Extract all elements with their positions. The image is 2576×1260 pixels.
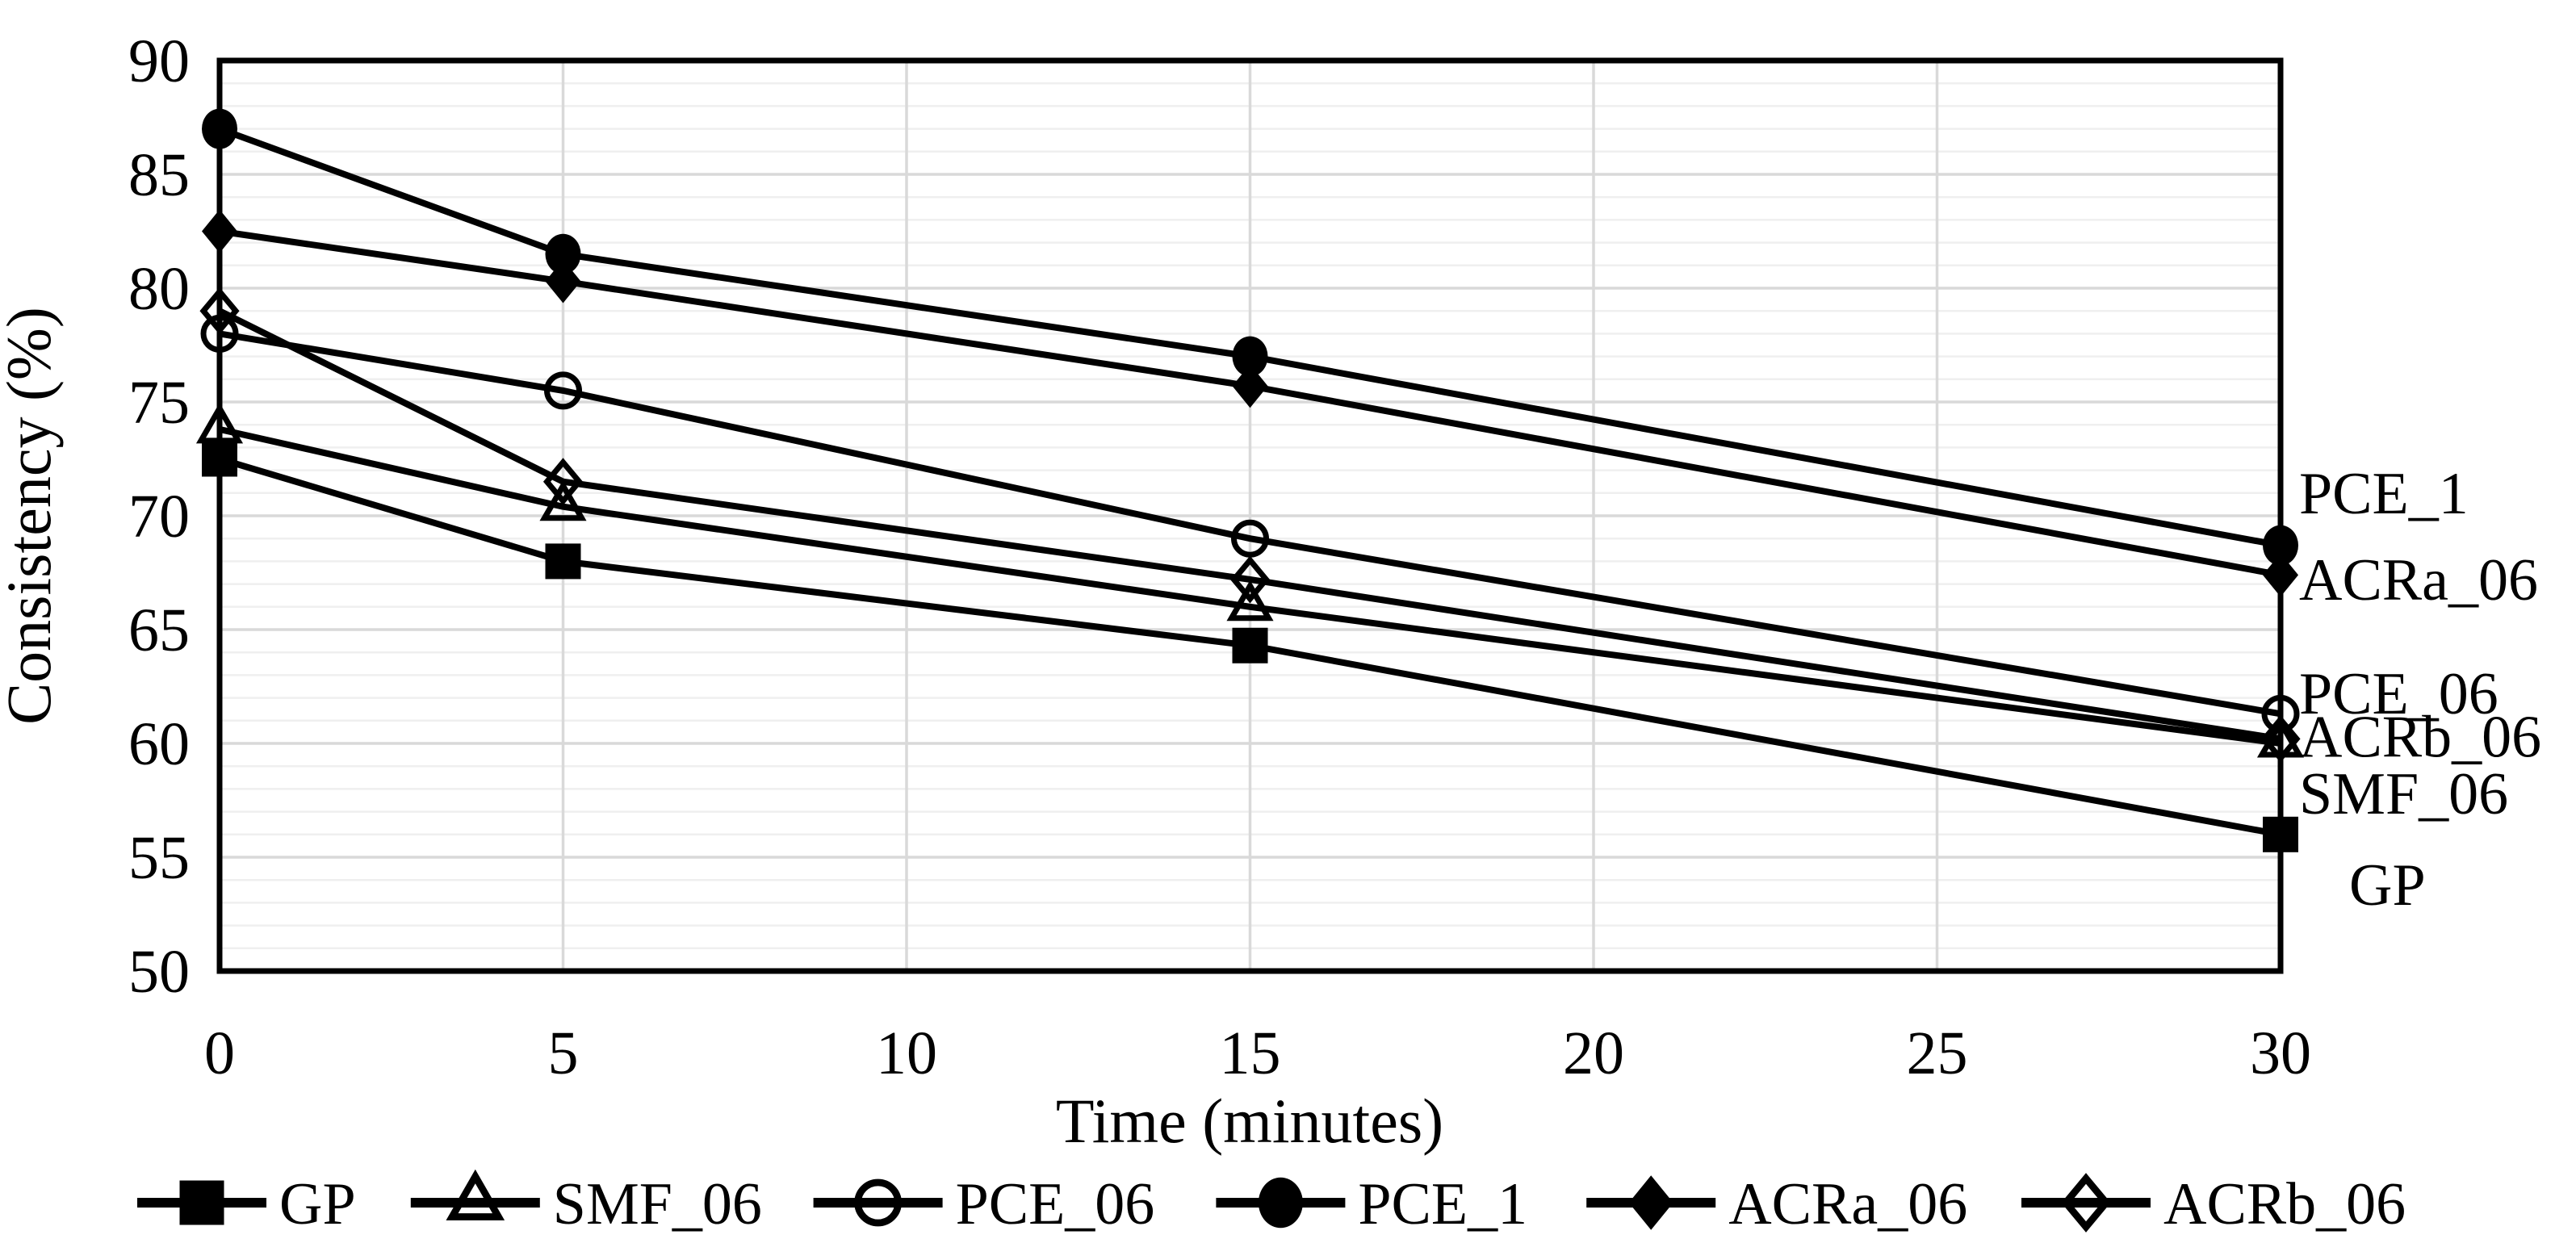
end-label-PCE_06: PCE_06: [2299, 661, 2499, 727]
series-line-PCE_06: [219, 330, 2281, 718]
legend-label: PCE_06: [956, 1171, 1155, 1237]
end-label-GP: GP: [2349, 852, 2426, 919]
series-ACRa_06: [202, 209, 2298, 597]
legend-item-GP: GP: [137, 1171, 356, 1237]
series-line-ACRa_06: [219, 228, 2281, 579]
series-line-GP: [218, 455, 2281, 838]
legend-item-ACRa_06: ACRa_06: [1586, 1171, 1967, 1237]
legend-label: PCE_1: [1358, 1171, 1527, 1237]
marker-open-diamond: [1229, 555, 1271, 604]
legend-item-PCE_06: PCE_06: [813, 1171, 1155, 1237]
marker-filled-circle: [1258, 1177, 1303, 1229]
marker-filled-diamond: [545, 259, 581, 303]
x-tick-label: 20: [1563, 1019, 1624, 1087]
marker-open-diamond: [2260, 714, 2301, 763]
marker-filled-circle: [545, 233, 581, 274]
x-tick-label: 5: [548, 1019, 579, 1087]
legend-label: ACRb_06: [2163, 1171, 2406, 1237]
marker-filled-circle: [2263, 525, 2298, 566]
x-tick-label: 25: [1907, 1019, 1968, 1087]
series-ACRb_06: [199, 287, 2301, 763]
y-tick-label: 85: [128, 141, 190, 209]
marker-filled-square: [202, 441, 237, 477]
marker-filled-circle: [202, 108, 237, 149]
marker-filled-square: [2263, 816, 2298, 852]
series-PCE_06: [200, 314, 2300, 733]
x-tick-label: 15: [1220, 1019, 1281, 1087]
y-tick-label: 75: [128, 369, 190, 437]
marker-open-circle: [200, 314, 239, 353]
marker-filled-square: [179, 1180, 224, 1225]
marker-open-diamond: [2061, 1173, 2111, 1233]
series-line-SMF_06: [219, 425, 2281, 747]
x-tick-label: 30: [2250, 1019, 2311, 1087]
marker-open-circle: [1231, 519, 1269, 558]
legend-item-SMF_06: SMF_06: [410, 1169, 762, 1237]
marker-open-diamond: [199, 287, 240, 335]
series-line-PCE_1: [218, 125, 2281, 549]
marker-filled-circle: [1232, 336, 1268, 377]
end-label-SMF_06: SMF_06: [2299, 761, 2508, 827]
marker-open-triangle: [446, 1169, 505, 1220]
x-axis-title: Time (minutes): [1056, 1086, 1443, 1156]
data-series: [195, 108, 2305, 852]
plot-border: [216, 57, 2284, 974]
series-line-ACRb_06: [218, 308, 2281, 743]
x-tick-label: 10: [876, 1019, 937, 1087]
legend-item-ACRb_06: ACRb_06: [2021, 1171, 2406, 1237]
marker-filled-diamond: [2263, 553, 2298, 597]
marker-open-circle: [854, 1178, 902, 1227]
marker-filled-square: [545, 543, 581, 580]
series-PCE_1: [202, 108, 2298, 566]
legend-marker: [446, 1169, 505, 1220]
series-GP: [202, 441, 2298, 852]
y-tick-label: 50: [128, 938, 190, 1006]
legend-label: GP: [279, 1171, 356, 1237]
marker-filled-diamond: [1232, 364, 1268, 408]
legend-marker: [179, 1180, 224, 1225]
marker-open-triangle: [195, 402, 244, 444]
x-tick-label: 0: [204, 1019, 235, 1087]
axis-tick-labels: 50 55 60 65 70 75 80 85 90 0 5 10 15 20 25 30: [128, 27, 2311, 1087]
end-label-ACRb_06: ACRb_06: [2299, 705, 2541, 771]
y-tick-label: 65: [128, 597, 190, 664]
legend-label: ACRa_06: [1728, 1171, 1967, 1237]
marker-open-triangle: [1226, 580, 1274, 622]
legend-marker: [1628, 1175, 1673, 1230]
y-tick-label: 70: [128, 483, 190, 550]
marker-open-circle: [2261, 694, 2300, 733]
legend-marker: [1258, 1177, 1303, 1229]
end-label-ACRa_06: ACRa_06: [2299, 547, 2538, 613]
legend: GP SMF_06 PCE_06 PCE_1 ACRa_06 ACRb_06: [137, 1169, 2406, 1237]
y-tick-label: 80: [128, 255, 190, 323]
legend-label: SMF_06: [553, 1171, 762, 1237]
marker-open-diamond: [542, 458, 584, 506]
legend-item-PCE_1: PCE_1: [1216, 1171, 1527, 1237]
y-tick-label: 60: [128, 710, 190, 778]
y-axis-title: Consistency (%): [0, 307, 64, 725]
marker-open-triangle: [539, 479, 587, 521]
marker-filled-diamond: [202, 209, 237, 253]
legend-marker: [854, 1178, 902, 1227]
marker-filled-square: [1232, 627, 1268, 663]
y-tick-label: 90: [128, 27, 190, 95]
legend-marker: [2061, 1173, 2111, 1233]
y-tick-label: 55: [128, 824, 190, 892]
marker-open-circle: [544, 371, 582, 410]
marker-filled-diamond: [1628, 1175, 1673, 1230]
end-label-PCE_1: PCE_1: [2299, 461, 2469, 527]
